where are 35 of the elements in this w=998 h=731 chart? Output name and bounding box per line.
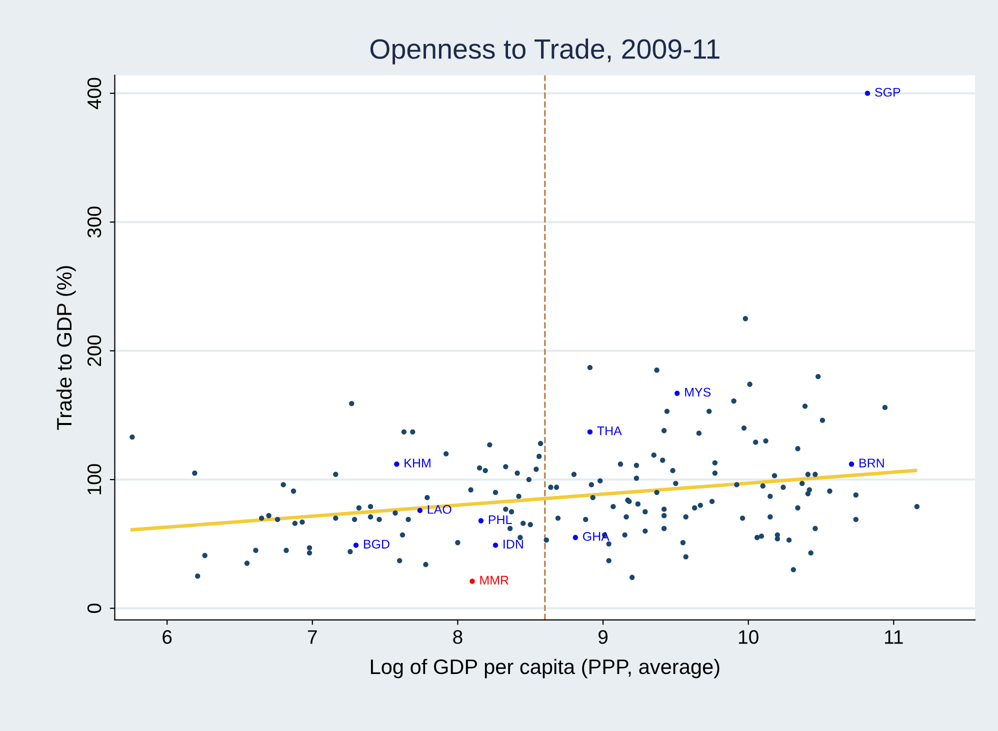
point [470, 578, 475, 584]
y-tick-label: 100 [87, 464, 102, 494]
data-label: BRN [859, 458, 884, 468]
point [848, 462, 854, 467]
y-tick-label: 200 [87, 335, 102, 366]
chart-title: Openness to Trade, 2009-11 [370, 38, 720, 64]
x-tick-label: 7 [308, 630, 317, 644]
point [587, 429, 593, 435]
x-tick-label: 9 [598, 630, 608, 644]
point [417, 508, 423, 514]
data-label: KHM [404, 458, 430, 468]
y-tick-label: 0 [87, 604, 102, 613]
data-label: BGD [364, 540, 390, 549]
y-tick-label: 300 [87, 206, 102, 238]
data-label: THA [597, 426, 622, 436]
x-axis-title: Log of GDP per capita (PPP, average) [370, 658, 720, 678]
point [864, 90, 870, 96]
y-tick-label: 400 [87, 78, 102, 110]
data-label: GHA [583, 532, 610, 541]
point [353, 542, 359, 548]
data-label: MMR [480, 576, 508, 584]
point [572, 534, 578, 540]
point [492, 542, 498, 548]
data-label: PHL [488, 515, 512, 524]
x-tick-label: 6 [162, 630, 172, 644]
data-label: MYS [685, 388, 711, 397]
x-tick-label: 8 [453, 630, 462, 644]
x-tick-label: 10 [739, 630, 758, 644]
point [394, 462, 400, 467]
data-label: SGP [875, 88, 900, 97]
data-label: IDN [504, 540, 523, 548]
y-axis-title: Trade to GDP (%) [56, 266, 76, 430]
x-tick-label: 11 [885, 630, 903, 644]
point [674, 390, 680, 396]
point [478, 518, 484, 524]
